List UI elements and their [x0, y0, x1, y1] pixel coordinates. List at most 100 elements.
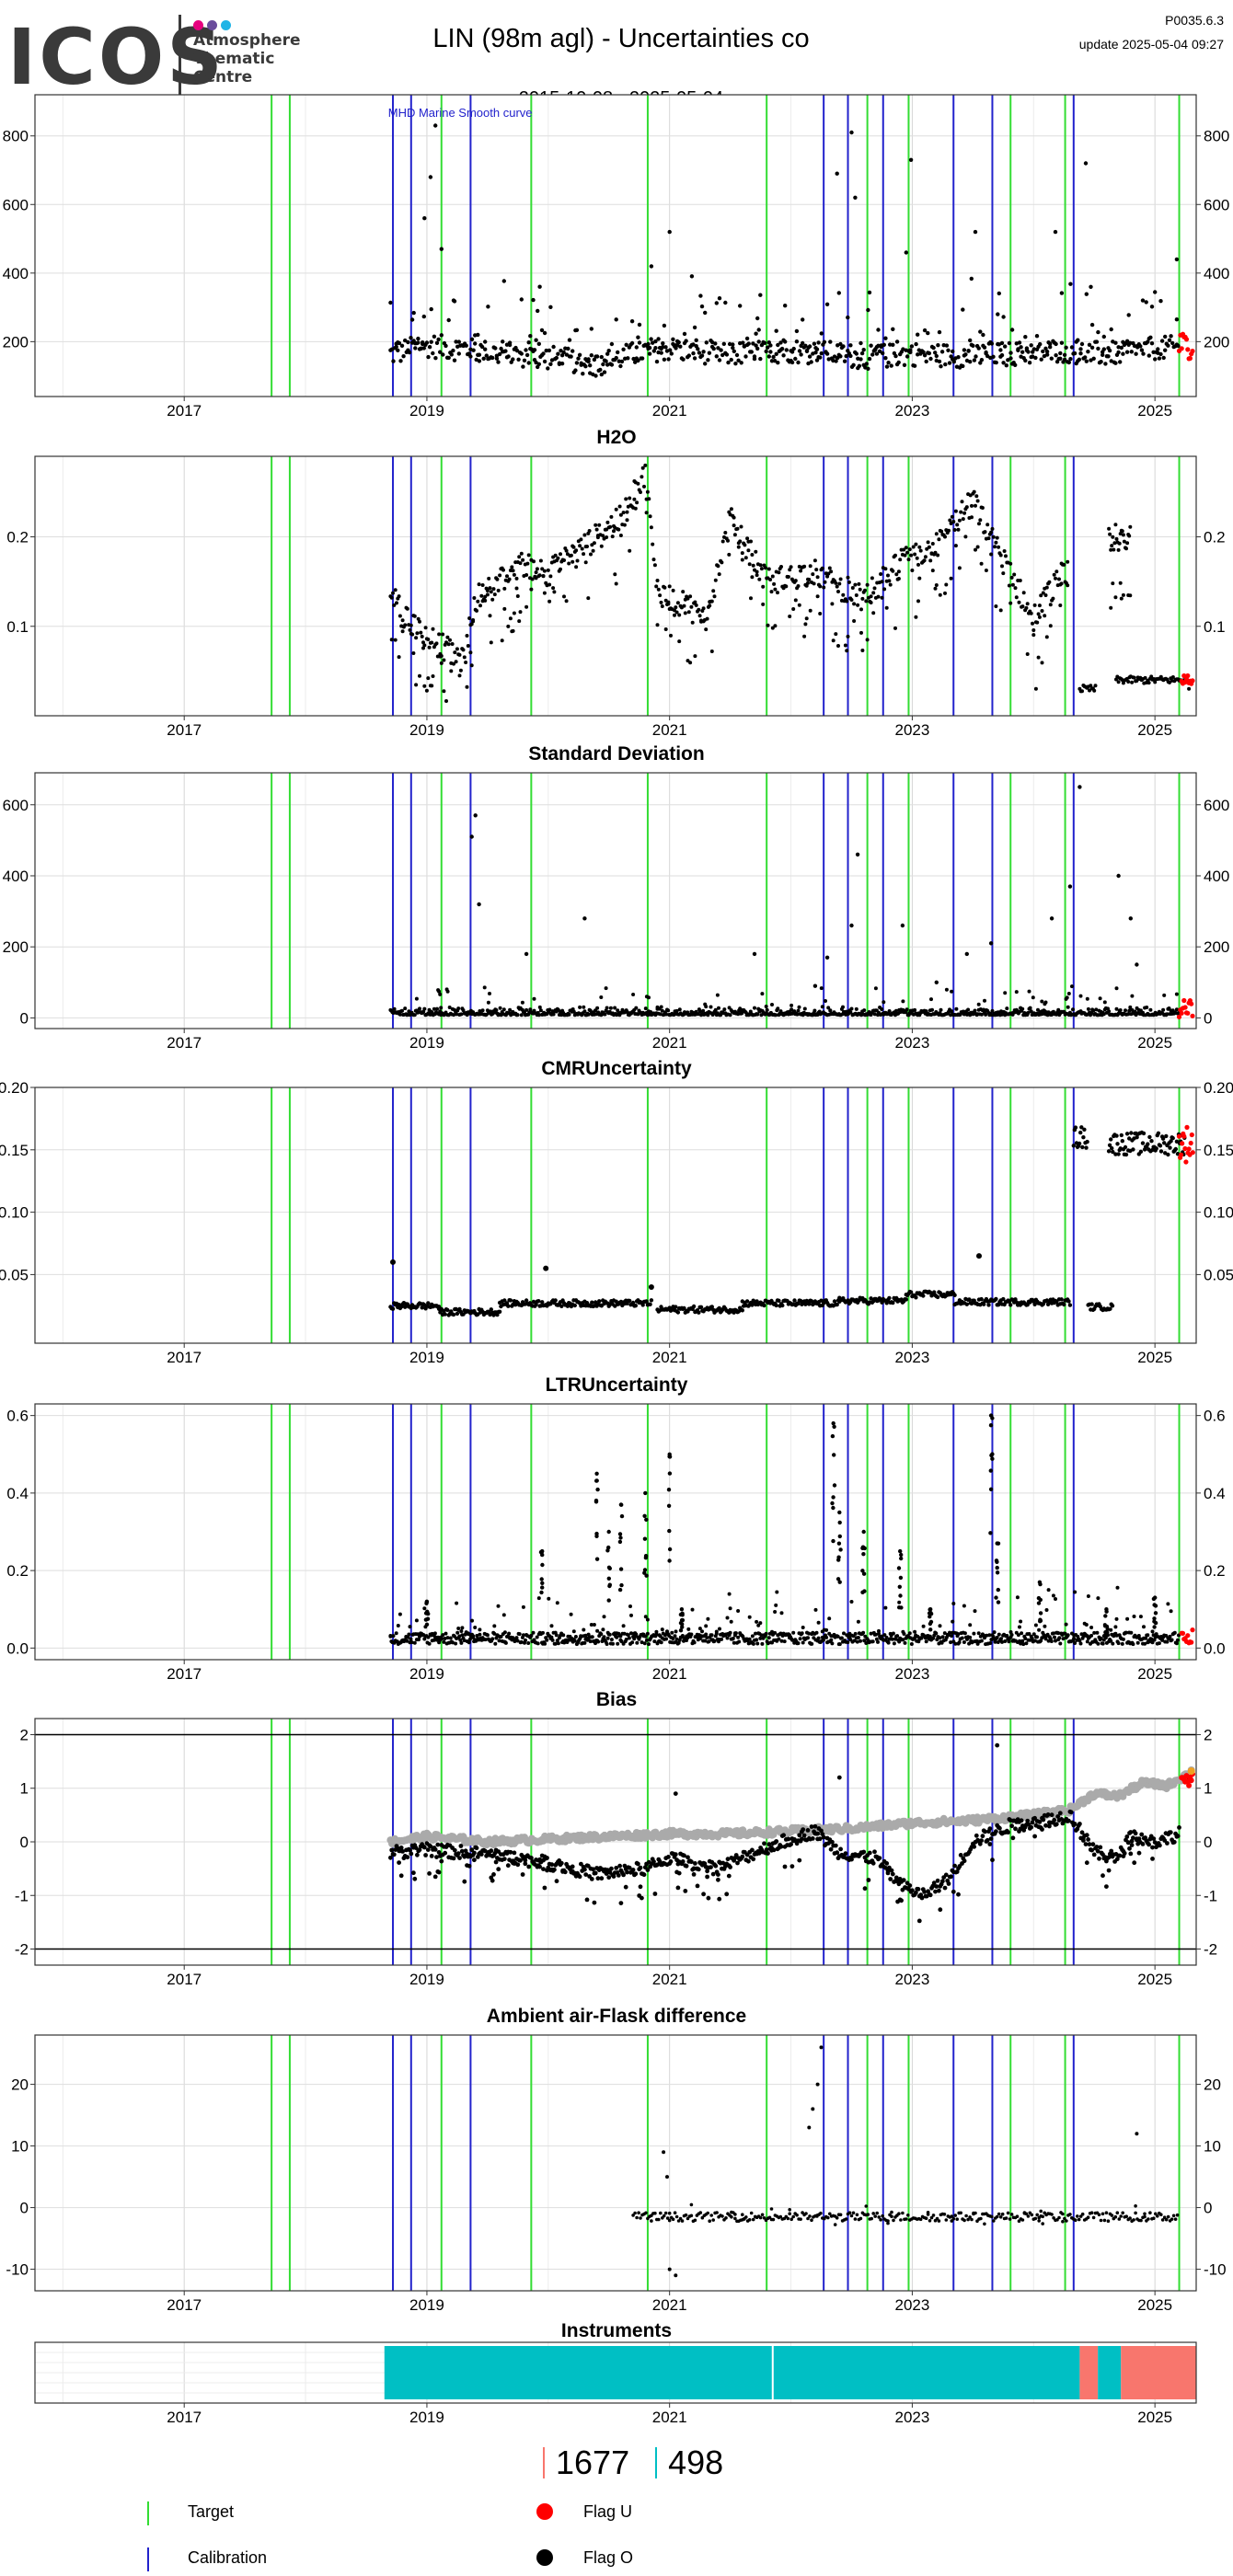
data-point — [751, 1641, 755, 1646]
data-point — [986, 1303, 991, 1307]
data-point — [680, 1634, 685, 1638]
data-point — [937, 329, 942, 335]
data-point — [884, 1301, 889, 1305]
data-point — [586, 596, 591, 601]
data-point — [1037, 604, 1042, 608]
spike-point — [995, 1541, 999, 1546]
spike-point — [989, 1453, 994, 1458]
data-point — [621, 1624, 626, 1628]
data-point — [947, 361, 952, 365]
data-point — [547, 1596, 551, 1601]
panel-title: CMRUncertainty — [541, 1058, 692, 1079]
data-point — [738, 539, 743, 544]
data-point — [1107, 526, 1112, 531]
data-point — [1132, 1615, 1136, 1618]
data-point — [746, 341, 751, 346]
data-point — [923, 555, 928, 559]
data-point — [424, 688, 429, 693]
data-point — [454, 1641, 458, 1646]
data-point — [1113, 595, 1118, 600]
data-point — [521, 558, 525, 562]
x-tick-label: 2017 — [167, 721, 202, 739]
data-point — [740, 1308, 744, 1313]
data-point — [458, 1638, 463, 1642]
data-point — [1106, 1149, 1112, 1154]
data-point — [1130, 1007, 1135, 1012]
data-point — [464, 343, 468, 348]
data-point — [396, 1624, 400, 1627]
data-point — [569, 1612, 573, 1616]
spike-point — [855, 852, 860, 857]
data-point — [938, 592, 942, 597]
data-point — [667, 584, 672, 589]
data-point — [498, 1006, 502, 1010]
data-point — [999, 352, 1005, 358]
data-point — [952, 528, 957, 532]
data-point — [674, 610, 679, 615]
data-point — [1064, 1622, 1068, 1627]
spike-point — [832, 1453, 836, 1457]
flag-u-point — [1181, 1133, 1187, 1139]
data-point — [841, 592, 846, 597]
data-point — [733, 362, 738, 366]
data-point — [846, 634, 850, 638]
data-point — [1056, 1007, 1061, 1012]
data-point — [957, 1640, 962, 1645]
spike-point — [832, 1483, 837, 1488]
data-point — [564, 548, 569, 553]
data-point — [682, 604, 686, 608]
data-point — [963, 352, 968, 357]
data-point — [1027, 989, 1031, 994]
spike-point — [1038, 1611, 1043, 1616]
data-point — [461, 648, 466, 652]
data-point — [824, 999, 827, 1003]
data-point — [876, 594, 881, 599]
data-point — [637, 322, 642, 328]
logo-line-1: Atmosphere — [193, 31, 301, 50]
data-point — [534, 570, 538, 575]
data-point — [793, 579, 798, 583]
data-point — [391, 359, 396, 363]
data-point — [614, 355, 618, 361]
data-point — [649, 525, 653, 530]
data-point — [755, 569, 759, 574]
data-point — [1158, 1144, 1163, 1148]
data-point — [431, 674, 435, 678]
data-point — [871, 591, 876, 595]
y-tick-label-right: 0.2 — [1204, 529, 1226, 546]
data-point — [738, 304, 743, 308]
data-point — [1168, 1145, 1172, 1150]
data-point — [649, 1298, 654, 1303]
data-point — [434, 641, 439, 646]
data-point — [597, 1299, 602, 1304]
data-point — [866, 307, 870, 313]
data-point — [966, 349, 971, 353]
data-point — [628, 548, 632, 553]
data-point — [768, 578, 773, 581]
data-point — [1127, 534, 1132, 538]
data-point — [1017, 340, 1022, 345]
data-point — [496, 1604, 501, 1608]
data-point — [1061, 1637, 1066, 1641]
data-point — [1129, 350, 1135, 354]
data-point — [834, 581, 838, 585]
data-point — [396, 348, 400, 352]
spike-point — [540, 1581, 545, 1586]
data-point — [1044, 350, 1050, 354]
data-point — [1062, 357, 1067, 362]
data-point — [853, 582, 858, 587]
data-point — [712, 1639, 717, 1643]
y-tick-label-right: 0.1 — [1204, 618, 1226, 636]
spike-point — [831, 1538, 835, 1544]
data-point — [1165, 1639, 1170, 1644]
data-point — [1085, 996, 1089, 1001]
data-point — [654, 359, 660, 364]
data-point — [1121, 1637, 1125, 1641]
data-point — [1116, 1641, 1121, 1646]
data-point — [737, 1639, 742, 1644]
data-point — [502, 606, 507, 611]
data-point — [1014, 990, 1019, 995]
data-point — [414, 636, 419, 640]
data-point — [418, 619, 421, 624]
data-point — [1049, 1639, 1054, 1643]
